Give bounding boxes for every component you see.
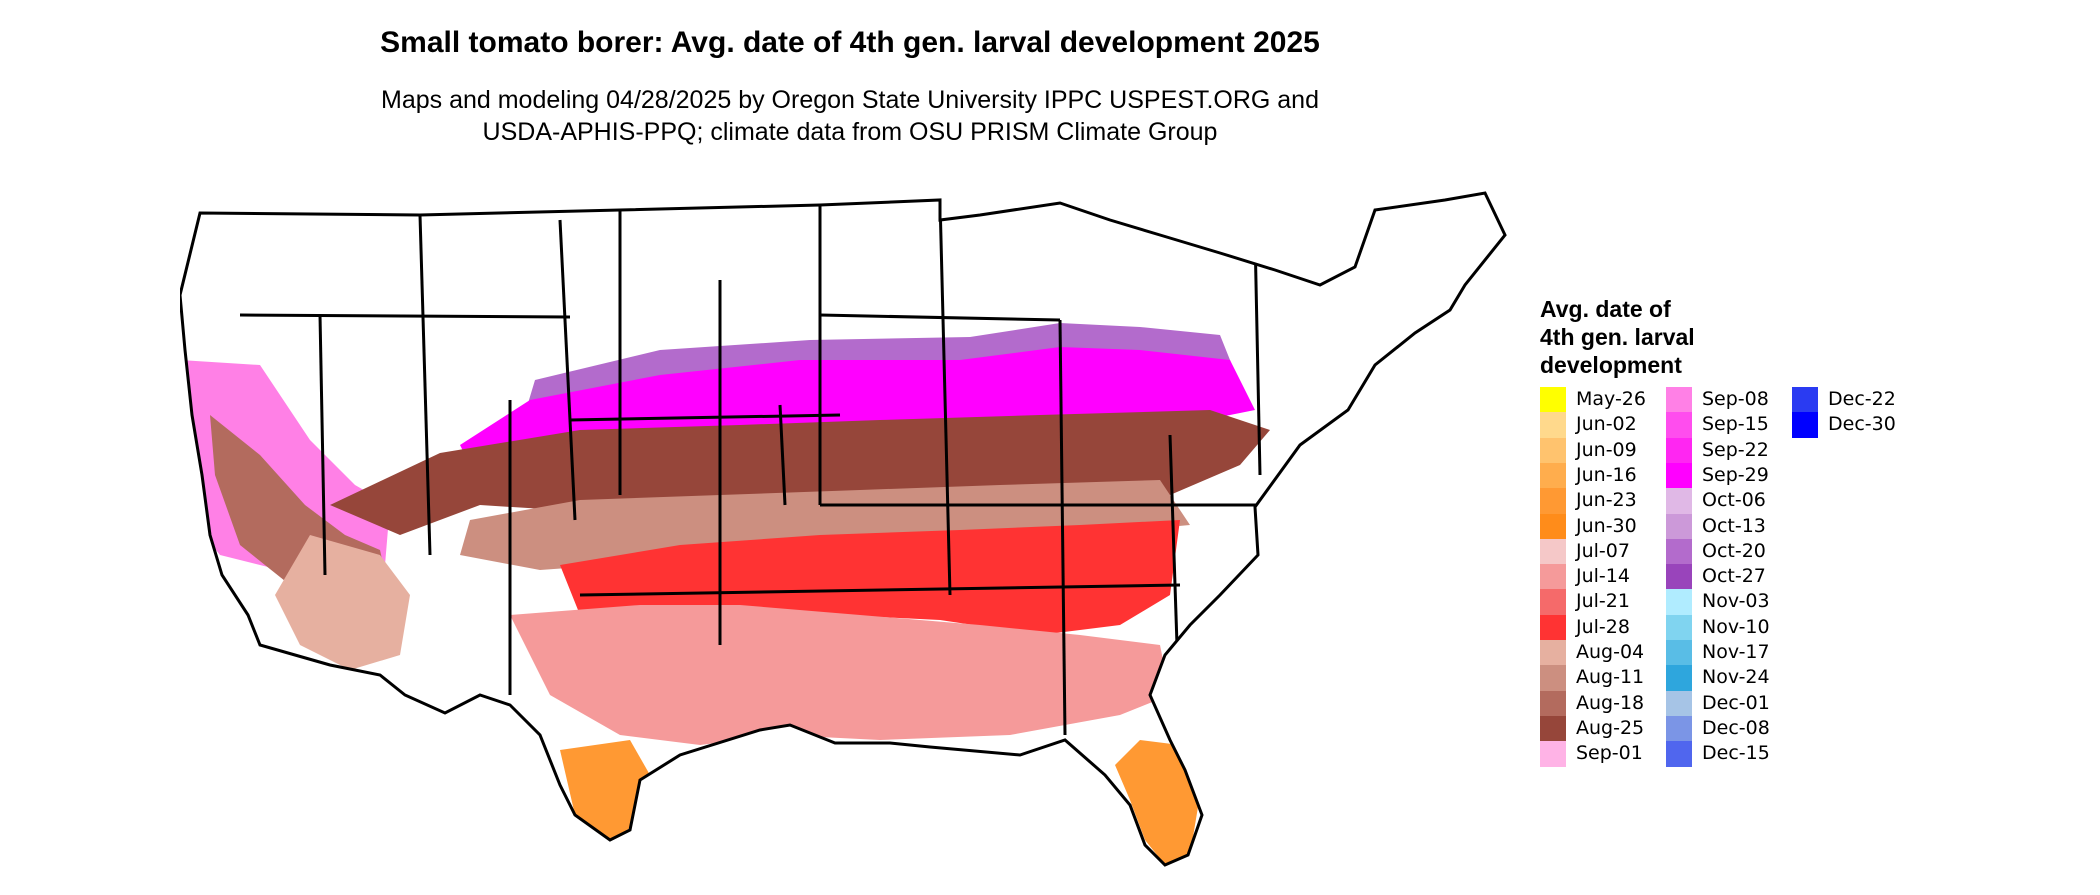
legend-swatch	[1540, 513, 1566, 540]
boundary-line	[1058, 319, 1067, 736]
legend-label: Nov-10	[1702, 615, 1770, 638]
subtitle-line-1: Maps and modeling 04/28/2025 by Oregon S…	[381, 86, 1319, 114]
legend-swatch	[1540, 715, 1566, 742]
legend-label: Dec-22	[1828, 388, 1896, 410]
zone-southern-light	[460, 480, 1190, 570]
legend-label: Sep-08	[1702, 388, 1769, 410]
legend-label: Sep-15	[1702, 413, 1769, 436]
legend-label: Aug-18	[1576, 691, 1645, 714]
legend-swatch	[1540, 387, 1566, 413]
legend-swatch	[1666, 387, 1692, 413]
legend-label: Oct-20	[1702, 539, 1766, 562]
legend-label: Dec-08	[1702, 716, 1770, 739]
legend-swatch	[1540, 488, 1566, 515]
map-title: Small tomato borer: Avg. date of 4th gen…	[380, 26, 1320, 59]
legend-swatch	[1540, 412, 1566, 439]
legend-label: Dec-15	[1702, 742, 1770, 765]
boundary-line	[819, 313, 1061, 322]
zone-desert-southwest	[275, 535, 410, 670]
boundary-line	[778, 404, 787, 506]
legend-swatch	[1540, 741, 1566, 768]
legend-label: Jun-30	[1576, 514, 1637, 537]
legend-label: Oct-27	[1702, 565, 1766, 588]
legend-swatch	[1540, 564, 1566, 591]
legend-swatch	[1666, 513, 1692, 540]
legend: Avg. date of 4th gen. larval development…	[1540, 295, 2080, 795]
boundary-line	[239, 313, 571, 319]
legend-label: Sep-22	[1702, 438, 1769, 461]
legend-label: Oct-13	[1702, 514, 1766, 537]
legend-label: Jul-07	[1576, 539, 1630, 562]
boundary-line	[318, 314, 327, 576]
legend-label: Sep-01	[1576, 742, 1643, 765]
legend-label: Sep-29	[1702, 463, 1769, 486]
legend-label: Aug-04	[1576, 641, 1645, 663]
legend-swatch	[1540, 690, 1566, 717]
legend-swatch	[1792, 387, 1818, 413]
legend-label: Aug-11	[1576, 666, 1645, 689]
legend-swatch	[1666, 690, 1692, 717]
boundary-line	[558, 219, 577, 521]
legend-label: Jun-23	[1576, 489, 1637, 512]
subtitle-line-2: USDA-APHIS-PPQ; climate data from OSU PR…	[482, 118, 1218, 146]
boundary-line	[579, 583, 1181, 597]
us-map	[180, 191, 1507, 867]
legend-label: Nov-24	[1702, 666, 1770, 689]
legend-swatch	[1666, 614, 1692, 641]
legend-title-line-1: Avg. date of	[1540, 296, 1671, 322]
legend-swatch	[1540, 462, 1566, 489]
legend-swatch	[1540, 640, 1566, 666]
legend-label: Oct-06	[1702, 489, 1766, 512]
legend-label: May-26	[1576, 388, 1646, 410]
map-subtitle: Maps and modeling 04/28/2025 by Oregon S…	[0, 84, 1700, 148]
state-boundaries	[239, 199, 1270, 736]
legend-label: Jun-09	[1576, 438, 1637, 461]
legend-label: Nov-03	[1702, 590, 1770, 613]
legend-label: Dec-01	[1702, 691, 1770, 714]
legend-label: Nov-17	[1702, 641, 1770, 663]
legend-swatch	[1540, 589, 1566, 616]
legend-label: Jun-02	[1576, 413, 1637, 436]
legend-swatch	[1666, 665, 1692, 692]
legend-swatch	[1792, 412, 1818, 439]
legend-swatch	[1666, 412, 1692, 439]
legend-swatch	[1540, 538, 1566, 565]
legend-title: Avg. date of 4th gen. larval development	[1540, 295, 1800, 379]
development-zones	[180, 193, 1505, 865]
legend-swatch	[1540, 437, 1566, 464]
zone-south-texas	[560, 740, 650, 840]
zone-central-band	[460, 347, 1255, 485]
legend-swatch	[1540, 614, 1566, 641]
legend-label: Dec-30	[1828, 413, 1896, 436]
zone-florida	[1115, 740, 1200, 865]
legend-title-line-2: 4th gen. larval	[1540, 324, 1695, 350]
legend-label: Jun-16	[1576, 463, 1637, 486]
legend-label: Aug-25	[1576, 716, 1645, 739]
legend-swatch	[1666, 564, 1692, 591]
legend-swatch	[1666, 741, 1692, 768]
boundary-line	[569, 413, 841, 422]
legend-label: Jul-21	[1576, 590, 1630, 613]
legend-swatch	[1540, 665, 1566, 692]
zone-west-transition	[180, 360, 390, 580]
zone-gulf-coast	[510, 605, 1170, 745]
legend-swatch	[1666, 715, 1692, 742]
legend-swatch	[1666, 462, 1692, 489]
legend-label: Jul-28	[1576, 615, 1630, 638]
legend-swatch	[1666, 488, 1692, 515]
legend-swatch	[1666, 538, 1692, 565]
boundary-line	[1253, 234, 1262, 476]
boundary-line	[938, 199, 952, 596]
legend-swatch	[1666, 589, 1692, 616]
legend-swatch	[1666, 640, 1692, 666]
boundary-line	[418, 214, 432, 556]
legend-title-line-3: development	[1540, 352, 1682, 378]
legend-swatch	[1666, 437, 1692, 464]
legend-label: Jul-14	[1576, 565, 1630, 588]
